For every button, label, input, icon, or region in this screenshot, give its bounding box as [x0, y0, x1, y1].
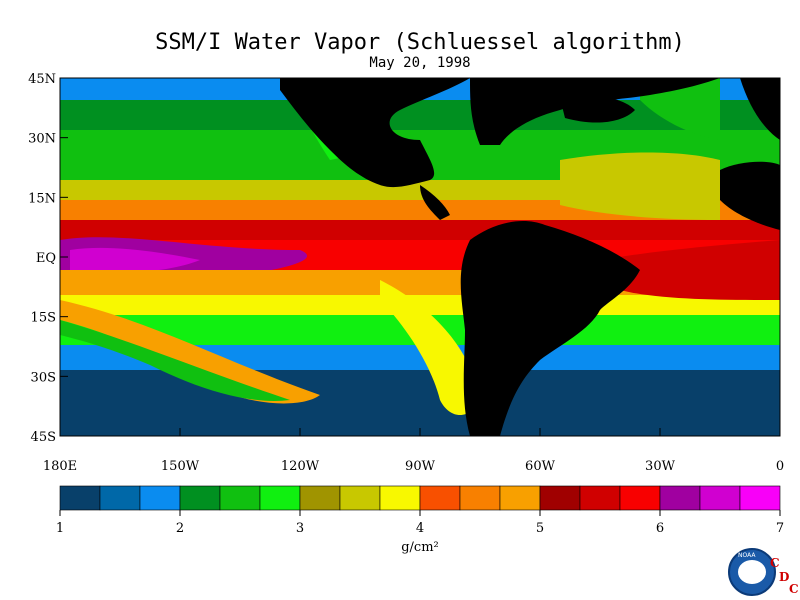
- colorbar-tick-label: 4: [416, 521, 424, 536]
- colorbar-swatch: [579, 485, 621, 511]
- colorbar-swatch: [619, 485, 661, 511]
- lon-label: 30W: [645, 459, 676, 474]
- colorbar-tick-label: 2: [176, 521, 184, 536]
- longitude-axis: 180E 150W 120W 90W 60W 30W 0: [43, 428, 784, 474]
- colorbar-swatch: [459, 485, 501, 511]
- latitude-axis: 45N 30N 15N EQ 15S 30S 45S: [28, 72, 68, 445]
- lon-label: 180E: [43, 459, 77, 474]
- lat-label: 15N: [28, 191, 56, 206]
- lat-label: 45S: [31, 430, 56, 445]
- lat-label: 45N: [28, 72, 56, 87]
- colorbar-swatch: [659, 485, 701, 511]
- colorbar-tick-label: 5: [536, 521, 544, 536]
- colorbar-swatch: [499, 485, 541, 511]
- colorbar-swatch: [539, 485, 581, 511]
- colorbar-swatch: [219, 485, 261, 511]
- colorbar-tick-label: 6: [656, 521, 664, 536]
- lon-label: 60W: [525, 459, 556, 474]
- colorbar-tick-label: 3: [296, 521, 304, 536]
- lat-label: 15S: [31, 311, 56, 326]
- lon-label: 90W: [405, 459, 436, 474]
- colorbar-swatch: [299, 485, 341, 511]
- colorbar-units: g/cm²: [401, 540, 439, 555]
- africa: [720, 161, 780, 230]
- lat-label: EQ: [36, 251, 56, 266]
- north-america: [280, 78, 470, 188]
- cdc-letter-d: D: [779, 570, 790, 584]
- colorbar-tick-label: 7: [776, 521, 784, 536]
- south-america: [460, 220, 640, 436]
- cdc-letter-c: C: [770, 556, 780, 570]
- noaa-logo-text: NOAA: [738, 552, 756, 559]
- colorbar-swatch: [379, 485, 421, 511]
- map-title: SSM/I Water Vapor (Schluessel algorithm): [155, 30, 685, 55]
- colorbar-swatch: [339, 485, 381, 511]
- colorbar-swatch: [259, 485, 301, 511]
- lon-label: 150W: [161, 459, 200, 474]
- europe: [740, 78, 780, 140]
- lat-label: 30S: [31, 370, 56, 385]
- colorbar-tick-label: 1: [56, 521, 64, 536]
- colorbar-swatch: [139, 485, 181, 511]
- colorbar-swatch: [739, 485, 781, 511]
- colorbar-swatch: [699, 485, 741, 511]
- colorbar-swatch: [99, 485, 141, 511]
- map-date: May 20, 1998: [369, 55, 471, 71]
- map-field: [60, 78, 780, 436]
- colorbar-swatch: [179, 485, 221, 511]
- lon-label: 120W: [281, 459, 320, 474]
- lon-label: 0: [776, 459, 784, 474]
- noaa-logo: NOAA: [728, 548, 776, 596]
- colorbar: 1 2 3 4 5 6 7: [56, 485, 784, 536]
- lat-label: 30N: [28, 132, 56, 147]
- cdc-letter-c2: C: [789, 582, 799, 596]
- colorbar-swatch: [59, 485, 101, 511]
- colorbar-swatch: [419, 485, 461, 511]
